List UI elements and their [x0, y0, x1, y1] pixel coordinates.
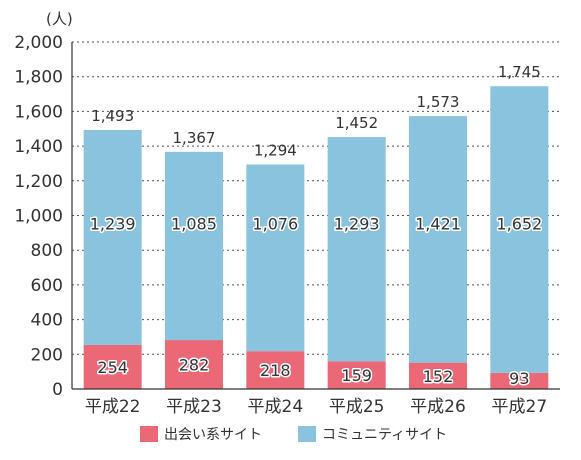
total-value-label: 1,573: [417, 93, 460, 111]
bar-segment-community: [246, 164, 305, 352]
x-tick-label: 平成26: [410, 397, 466, 417]
total-value-label: 1,745: [498, 63, 541, 81]
grid: [72, 41, 560, 355]
x-tick-label: 平成23: [166, 397, 222, 417]
axes: [71, 42, 560, 390]
total-value-label: 1,367: [173, 129, 216, 147]
bar-segment-deai: [246, 351, 305, 389]
x-tick-label: 平成24: [248, 397, 304, 417]
bar-segment-community: [409, 116, 467, 363]
legend-swatch: [298, 426, 316, 442]
labels: (人) 0 200 400 600 800 1,000 1,200 1,400 1,600 1,80…: [14, 10, 547, 417]
legend: 出会い系サイト コミュニティサイト: [140, 426, 447, 443]
x-tick-label: 平成27: [492, 397, 548, 417]
bar-segment-community: [83, 129, 142, 345]
y-tick-label: 2,000: [14, 33, 63, 53]
y-tick-label: 1,400: [14, 137, 63, 157]
total-value-label: 1,493: [91, 107, 134, 125]
y-tick-label: 1,800: [14, 68, 63, 88]
legend-label: コミュニティサイト: [322, 427, 447, 443]
segment-value-label: 1,076: [252, 215, 298, 234]
segment-value-label: 152: [423, 367, 454, 386]
bar-segment-deai: [165, 340, 223, 389]
segment-value-label: 93: [509, 369, 529, 388]
segment-value-label: 1,421: [415, 215, 461, 234]
total-value-label: 1,294: [254, 141, 297, 159]
y-tick-label: 1,000: [14, 207, 63, 227]
segment-value-label: 218: [260, 361, 291, 380]
segment-value-label: 1,239: [90, 215, 136, 234]
bar-segment-deai: [409, 362, 467, 389]
bar-segment-deai: [327, 361, 386, 389]
x-tick-label: 平成25: [329, 397, 385, 417]
y-tick-label: 400: [31, 311, 63, 331]
y-tick-label: 1,200: [14, 172, 63, 192]
segment-value-label: 1,085: [171, 215, 217, 234]
y-tick-label: 0: [52, 380, 63, 400]
y-tick-label: 1,600: [14, 102, 63, 122]
y-tick-label: 800: [31, 241, 63, 261]
bar-segment-community: [327, 137, 386, 362]
bar-segment-deai: [490, 372, 549, 389]
bar-segment-deai: [83, 344, 142, 389]
segment-value-label: 159: [341, 366, 372, 385]
legend-swatch: [140, 426, 158, 442]
legend-label: 出会い系サイト: [164, 427, 262, 443]
segment-value-label: 1,293: [334, 215, 380, 234]
segment-value-label: 282: [179, 356, 210, 375]
y-axis-unit-label: (人): [46, 10, 73, 28]
y-tick-label: 200: [31, 345, 63, 365]
y-tick-label: 600: [31, 276, 63, 296]
bar-segment-community: [490, 86, 549, 373]
bar-segment-community: [165, 151, 223, 341]
segment-value-label: 1,652: [496, 215, 542, 234]
x-tick-label: 平成22: [85, 397, 141, 417]
bars: [83, 86, 549, 389]
total-value-label: 1,452: [335, 114, 378, 132]
segment-value-label: 254: [97, 358, 128, 377]
